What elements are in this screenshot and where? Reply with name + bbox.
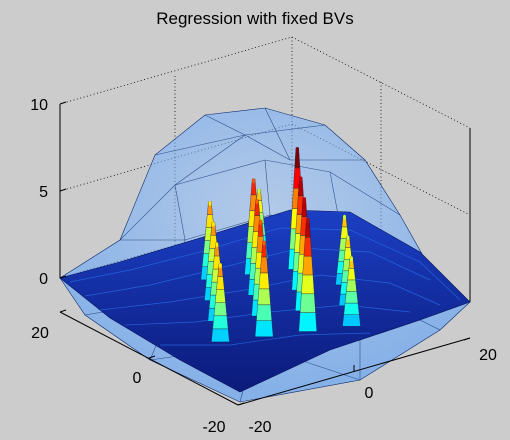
surface-peak-band bbox=[299, 293, 316, 313]
z-tick-mark-10 bbox=[59, 101, 67, 105]
surface-peak-band bbox=[254, 320, 274, 337]
surface-peak-band bbox=[216, 276, 225, 290]
surface-peak-band bbox=[213, 302, 228, 316]
surface-peak-band bbox=[347, 268, 356, 281]
surface-peak-band bbox=[301, 197, 308, 217]
surface-peak-band bbox=[250, 178, 257, 196]
surface-peak-band bbox=[294, 147, 301, 169]
z-tick-label-0: 0 bbox=[39, 271, 48, 288]
surface-peak-cap bbox=[257, 188, 261, 194]
surface-peak-cap bbox=[208, 201, 212, 206]
surface-peak-band bbox=[217, 263, 224, 277]
x-tick-mark-neg20 bbox=[237, 402, 245, 406]
surface-peak-cap bbox=[350, 256, 353, 262]
surface-peak-band bbox=[254, 199, 260, 216]
surface-peak-band bbox=[215, 289, 226, 303]
surface-peak-cap bbox=[262, 240, 266, 246]
surface-peak-band bbox=[260, 256, 269, 274]
x-tick-label-0: 0 bbox=[133, 370, 142, 387]
surface-peak-cap bbox=[259, 219, 263, 225]
surface-peak-band bbox=[343, 302, 360, 315]
surface-peak-band bbox=[210, 222, 217, 236]
z-tick-mark-5 bbox=[59, 188, 67, 192]
tick-marks bbox=[59, 101, 471, 406]
surface-peak-band bbox=[301, 274, 315, 294]
surface-peak-band bbox=[304, 218, 311, 238]
surface-peak-cap bbox=[255, 199, 259, 205]
regression-surface bbox=[59, 147, 471, 393]
surface-peak-cap bbox=[295, 147, 299, 153]
back-top-left-edge bbox=[59, 36, 293, 105]
x-tick-mark-0 bbox=[148, 355, 156, 359]
surface-peak-band bbox=[298, 312, 317, 332]
x-tick-label-neg20: -20 bbox=[202, 419, 225, 436]
surface-peak-cap bbox=[252, 178, 256, 184]
surface-peak bbox=[211, 263, 230, 343]
peaks-layer bbox=[200, 147, 361, 343]
surface-peak-cap bbox=[218, 263, 222, 269]
surface-peak-band bbox=[257, 288, 271, 305]
surface-peak-cap bbox=[211, 221, 215, 227]
x-axis-line bbox=[59, 311, 239, 406]
y-tick-mark-20 bbox=[463, 337, 471, 341]
surface-peak-cap bbox=[346, 235, 350, 241]
surface-peak bbox=[298, 217, 317, 332]
x-tick-label-20: 20 bbox=[31, 325, 49, 342]
x-tick-mark-20 bbox=[59, 309, 67, 313]
surface-peak-cap bbox=[215, 242, 219, 248]
surface-peak-cap bbox=[306, 217, 310, 223]
surface-peak-band bbox=[256, 304, 273, 321]
surface-peak-band bbox=[344, 291, 359, 304]
y-tick-label-20: 20 bbox=[479, 347, 497, 364]
surface-peak-band bbox=[207, 201, 213, 215]
surface-peak-band bbox=[214, 242, 220, 257]
y-tick-label-0: 0 bbox=[365, 385, 374, 402]
y-tick-label-neg20: -20 bbox=[248, 419, 271, 436]
y-axis-line bbox=[237, 337, 471, 406]
surface-peak-band bbox=[303, 237, 312, 257]
surface-peak-band bbox=[261, 240, 267, 258]
surface-peak-band bbox=[258, 272, 270, 290]
surface-peak-band bbox=[257, 220, 264, 237]
surface-peak-cap bbox=[302, 197, 306, 203]
surface-peak-cap bbox=[343, 214, 346, 220]
z-tick-label-5: 5 bbox=[39, 184, 48, 201]
surface-peak-band bbox=[297, 176, 304, 197]
surface-peak bbox=[342, 256, 361, 327]
surface-peak-band bbox=[211, 328, 230, 343]
surface-peak-band bbox=[302, 255, 314, 276]
chart-title: Regression with fixed BVs bbox=[156, 9, 353, 28]
z-tick-mark-0 bbox=[59, 275, 67, 279]
z-tick-label-10: 10 bbox=[30, 97, 48, 114]
surface-peak-band bbox=[346, 279, 357, 292]
surface-peak-cap bbox=[299, 176, 303, 182]
surface-peak-band bbox=[342, 314, 361, 327]
surface-peak bbox=[254, 240, 274, 337]
surface-peak-band bbox=[212, 315, 229, 330]
